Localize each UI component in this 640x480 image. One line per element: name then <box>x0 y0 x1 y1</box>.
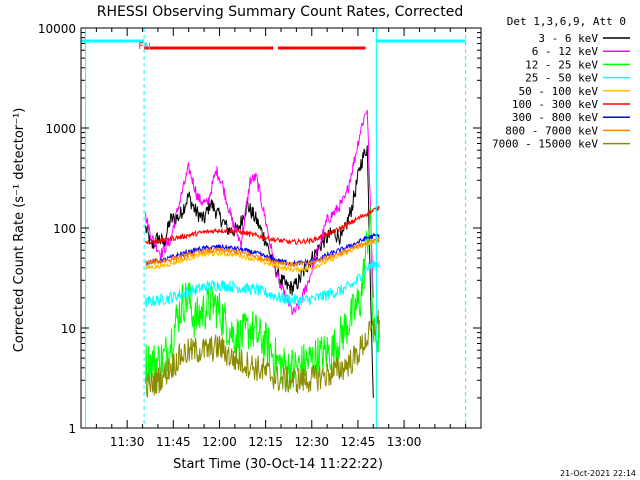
x-axis-label: Start Time (30-Oct-14 11:22:22) <box>173 457 383 472</box>
y-tick-label-4: 10000 <box>38 22 76 36</box>
y-tick-label-3: 1000 <box>45 122 76 136</box>
series-line-5 <box>145 204 380 246</box>
series-line-2 <box>145 206 380 390</box>
chart-title: RHESSI Observing Summary Count Rates, Co… <box>97 4 463 20</box>
annotation-f: F <box>139 42 144 52</box>
legend-title: Det 1,3,6,9, Att 0 <box>507 15 626 28</box>
annotation-n: N <box>144 42 151 52</box>
series-line-6 <box>145 232 380 268</box>
y-tick-label-0: 1 <box>68 422 76 436</box>
series-line-1 <box>145 109 374 316</box>
axis-layer: 11:30 11:45 12:00 12:15 12:30 12:45 13:00 1 10 10… <box>38 22 482 449</box>
series-line-3 <box>145 259 380 308</box>
legend-label-2: 12 - 25 keV <box>525 58 598 71</box>
legend-label-7: 800 - 7000 keV <box>505 124 598 137</box>
y-tick-label-2: 100 <box>53 222 76 236</box>
legend-label-8: 7000 - 15000 keV <box>492 138 598 151</box>
x-tick-label-4: 12:30 <box>294 435 329 449</box>
x-tick-label-6: 13:00 <box>387 435 422 449</box>
y-tick-label-1: 10 <box>61 322 76 336</box>
timestamp: 21-Oct-2021 22:14 <box>560 469 636 478</box>
y-axis-label: Corrected Count Rate (s⁻¹ detector⁻¹) <box>12 108 27 353</box>
legend-label-4: 50 - 100 keV <box>519 85 599 98</box>
series-line-8 <box>145 309 380 398</box>
x-tick-label-2: 12:00 <box>202 435 237 449</box>
x-tick-label-3: 12:15 <box>248 435 283 449</box>
legend-label-3: 25 - 50 keV <box>525 72 598 85</box>
series-line-7 <box>145 236 380 268</box>
x-tick-label-5: 12:45 <box>341 435 376 449</box>
series-line-0 <box>145 145 374 398</box>
legend-label-5: 100 - 300 keV <box>512 98 598 111</box>
legend-label-0: 3 - 6 keV <box>538 32 598 45</box>
series-layer <box>145 109 380 398</box>
legend-label-6: 300 - 800 keV <box>512 111 598 124</box>
x-tick-label-0: 11:30 <box>110 435 145 449</box>
x-tick-label-1: 11:45 <box>156 435 191 449</box>
legend-label-1: 6 - 12 keV <box>532 45 599 58</box>
